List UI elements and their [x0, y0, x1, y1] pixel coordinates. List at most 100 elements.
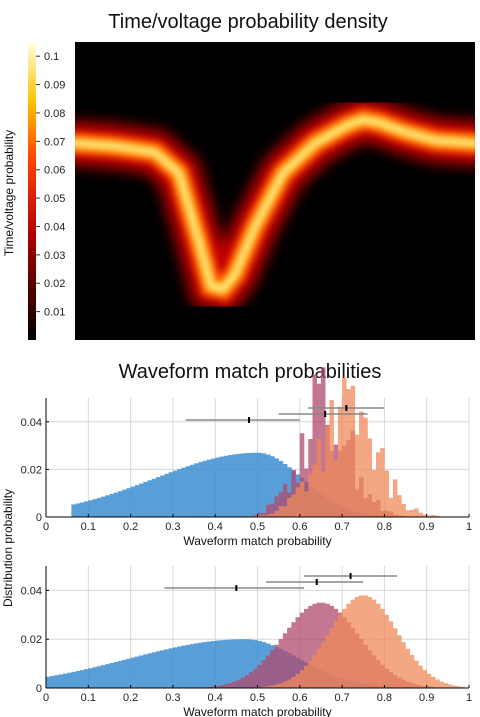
- hist-bar: [177, 646, 182, 688]
- hist-bar: [168, 472, 174, 517]
- hist-bar: [155, 477, 161, 517]
- y-tick-label: 0.04: [21, 585, 42, 597]
- hist-bar: [215, 685, 220, 688]
- hist-bar: [392, 628, 398, 688]
- histogram-panel-1: 0 0.1 0.2 0.3 0.4 0.5 0.6 0.7 0.8 0.9 1 0 0.02 0.04 Wa…: [21, 367, 472, 548]
- y-tick-label: 0: [36, 683, 42, 695]
- heatmap-title: Time/voltage probability density: [108, 11, 387, 33]
- hist-bar: [122, 659, 127, 688]
- hist-bar: [265, 655, 271, 688]
- hist-bar: [58, 674, 64, 688]
- heatmap-ridge: [75, 96, 475, 314]
- histogram-panel-2: 0 0.1 0.2 0.3 0.4 0.5 0.6 0.7 0.8 0.9 1 0 0.02 0.04 Wa…: [21, 566, 472, 717]
- hist-bar: [130, 486, 136, 517]
- hist-bar: [430, 676, 436, 688]
- hist-bar: [363, 417, 368, 517]
- hist-bar: [312, 603, 318, 688]
- x-tick-label: 0.5: [250, 692, 265, 704]
- hist-bar: [240, 453, 246, 517]
- hist-bar: [447, 684, 453, 688]
- hist-bar: [232, 681, 237, 688]
- hist-bar: [134, 485, 140, 517]
- hist-bar: [67, 672, 72, 688]
- x-tick-label: 0.8: [377, 521, 392, 533]
- hist-bar: [151, 652, 157, 688]
- hist-bar: [261, 515, 267, 517]
- hist-bar: [185, 466, 191, 517]
- hist-bar: [422, 514, 427, 517]
- y-tick-label: 0: [36, 512, 42, 524]
- hist-bar: [291, 622, 296, 688]
- shared-ylabel: Distribution probability: [1, 489, 15, 607]
- y-tick-label: 0.02: [21, 464, 42, 476]
- hist-bar: [261, 453, 267, 517]
- hist-bar: [194, 463, 199, 517]
- hist-bar: [46, 676, 51, 688]
- hist-bar: [223, 639, 229, 688]
- hist-bar: [126, 658, 131, 688]
- hist-bar: [79, 502, 85, 517]
- hist-bar: [375, 603, 381, 688]
- x-tick-label: 0.2: [123, 521, 138, 533]
- x-tick-label: 0.3: [165, 521, 180, 533]
- x-tick-label: 0.9: [419, 521, 434, 533]
- x-axis-label: Waveform match probability: [183, 534, 331, 548]
- hist-bar: [384, 470, 389, 517]
- hist-bar: [202, 460, 208, 517]
- colorbar-label: Time/voltage probability: [2, 130, 16, 256]
- hist-bar: [257, 452, 263, 517]
- hist-bar: [287, 497, 292, 517]
- hist-bar: [151, 478, 157, 517]
- hist-bar: [270, 503, 275, 517]
- colorbar-tick-label: 0.04: [44, 221, 65, 233]
- colorbar-tick-label: 0.03: [44, 250, 65, 262]
- x-tick-label: 0: [43, 521, 49, 533]
- hist-bar: [240, 677, 246, 688]
- hist-bar: [287, 679, 292, 688]
- x-tick-label: 0.7: [334, 692, 349, 704]
- hist-bar: [92, 667, 98, 688]
- hist-bar: [96, 666, 102, 688]
- hist-bar: [130, 657, 136, 688]
- hist-bar: [304, 608, 309, 688]
- hist-bar: [405, 510, 411, 517]
- hist-bar: [316, 648, 322, 688]
- hist-bar: [443, 683, 449, 688]
- x-tick-label: 0.6: [292, 692, 307, 704]
- hist-bar: [265, 686, 271, 688]
- x-tick-label: 0.4: [208, 692, 223, 704]
- hist-bar: [265, 454, 271, 517]
- hist-bar: [299, 481, 305, 517]
- hist-bar: [249, 672, 254, 688]
- colorbar-tick-label: 0.06: [44, 165, 65, 177]
- hist-bar: [261, 512, 267, 517]
- hist-bar: [282, 633, 288, 688]
- hist-bar: [164, 473, 169, 517]
- hist-bar: [185, 644, 191, 688]
- hist-bar: [143, 481, 148, 517]
- hist-bar: [219, 456, 224, 517]
- hist-bar: [291, 676, 296, 688]
- hist-bar: [329, 399, 334, 517]
- hist-bar: [325, 426, 330, 517]
- hist-bar: [172, 647, 178, 688]
- hist-bar: [71, 504, 76, 517]
- hist-bar: [359, 595, 364, 688]
- hist-bar: [418, 665, 423, 688]
- hist-bar: [308, 473, 313, 517]
- hist-bar: [295, 487, 301, 517]
- hist-bar: [126, 488, 131, 517]
- hist-bar: [409, 655, 415, 688]
- hist-bar: [274, 684, 279, 688]
- hist-bar: [122, 489, 127, 517]
- hist-bar: [342, 608, 347, 688]
- hist-bar: [414, 508, 419, 517]
- hist-bar: [253, 452, 258, 517]
- hist-bar: [105, 495, 110, 517]
- series-0: [71, 452, 385, 517]
- hist-bar: [460, 686, 466, 688]
- hist-bar: [236, 639, 241, 688]
- colorbar-tick-label: 0.01: [44, 307, 65, 319]
- hist-bar: [350, 385, 356, 517]
